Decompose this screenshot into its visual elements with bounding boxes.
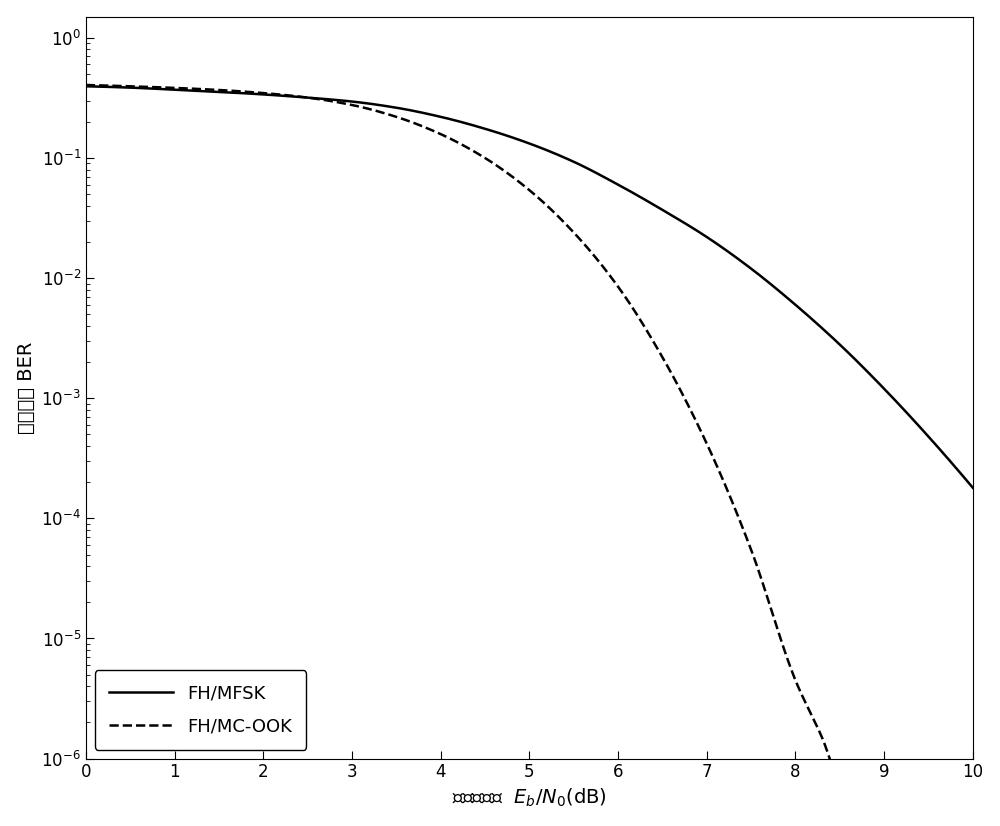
Line: FH/MC-OOK: FH/MC-OOK (86, 85, 871, 825)
FH/MFSK (511, 134, 523, 144)
FH/MC-OOK (441, 132, 453, 142)
FH/MFSK (941, 453, 953, 463)
X-axis label: 比特信噪比  $E_b/N_0$(dB): 比特信噪比 $E_b/N_0$(dB) (452, 787, 607, 809)
FH/MC-OOK (842, 800, 854, 810)
FH/MFSK (967, 482, 979, 492)
Y-axis label: 误比特率 BER: 误比特率 BER (17, 341, 36, 434)
FH/MC-OOK (120, 81, 132, 91)
FH/MFSK (125, 83, 137, 93)
FH/MC-OOK (80, 80, 92, 90)
FH/MC-OOK (698, 433, 710, 443)
Legend: FH/MFSK, FH/MC-OOK: FH/MFSK, FH/MC-OOK (95, 670, 306, 749)
FH/MFSK (80, 81, 92, 91)
FH/MFSK (941, 452, 953, 462)
FH/MFSK (778, 290, 790, 300)
FH/MC-OOK (865, 820, 877, 826)
FH/MFSK (488, 126, 500, 136)
Line: FH/MFSK: FH/MFSK (86, 86, 973, 487)
FH/MC-OOK (842, 800, 854, 810)
FH/MC-OOK (462, 143, 474, 153)
